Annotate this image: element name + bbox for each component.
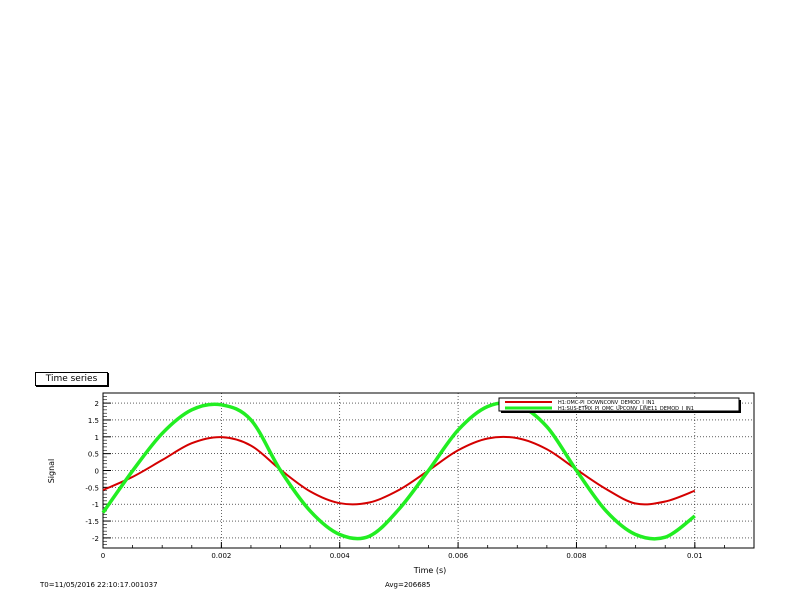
series-line-0 xyxy=(102,435,696,506)
footer-t0: T0=11/05/2016 22:10:17.001037 xyxy=(40,581,158,589)
legend-box xyxy=(498,397,740,412)
y-tick-label: -1 xyxy=(92,501,99,509)
y-tick-label: 2 xyxy=(95,400,99,408)
chart-title-box: Time series xyxy=(35,372,108,386)
y-tick-label: -0.5 xyxy=(85,484,99,492)
axis-ticks: 0 0.002 0.004 0.006 0.008 0.01 2 1.5 1 0.5 0 -0.5 -1… xyxy=(85,396,755,560)
y-tick-label: 0.5 xyxy=(88,451,99,459)
chart-title: Time series xyxy=(45,374,98,384)
y-tick-label: 0 xyxy=(95,468,99,476)
y-tick-label: -2 xyxy=(92,535,99,543)
y-tick-label: -1.5 xyxy=(85,518,99,526)
x-axis-label: Time (s) xyxy=(413,566,447,575)
y-axis-label: Signal xyxy=(47,459,56,484)
x-tick-label: 0.008 xyxy=(566,552,586,560)
x-tick-label: 0.002 xyxy=(211,552,231,560)
y-tick-label: 1.5 xyxy=(88,417,99,425)
x-tick-label: 0 xyxy=(101,552,105,560)
legend-label-green: H1:SUS-ETMX_PI_OMC_UPCONV_LINE11_DEMOD_I… xyxy=(558,406,694,412)
legend: H1:OMC-PI_DOWNCONV_DEMOD_I_IN1 H1:SUS-ET… xyxy=(498,397,741,413)
x-tick-label: 0.004 xyxy=(330,552,351,560)
footer-avg: Avg=206685 xyxy=(385,581,431,589)
series-layer xyxy=(101,400,696,541)
series-line-1 xyxy=(101,400,696,541)
y-tick-label: 1 xyxy=(95,434,99,442)
legend-label-red: H1:OMC-PI_DOWNCONV_DEMOD_I_IN1 xyxy=(558,400,655,406)
x-tick-label: 0.006 xyxy=(448,552,469,560)
x-tick-label: 0.01 xyxy=(687,552,703,560)
